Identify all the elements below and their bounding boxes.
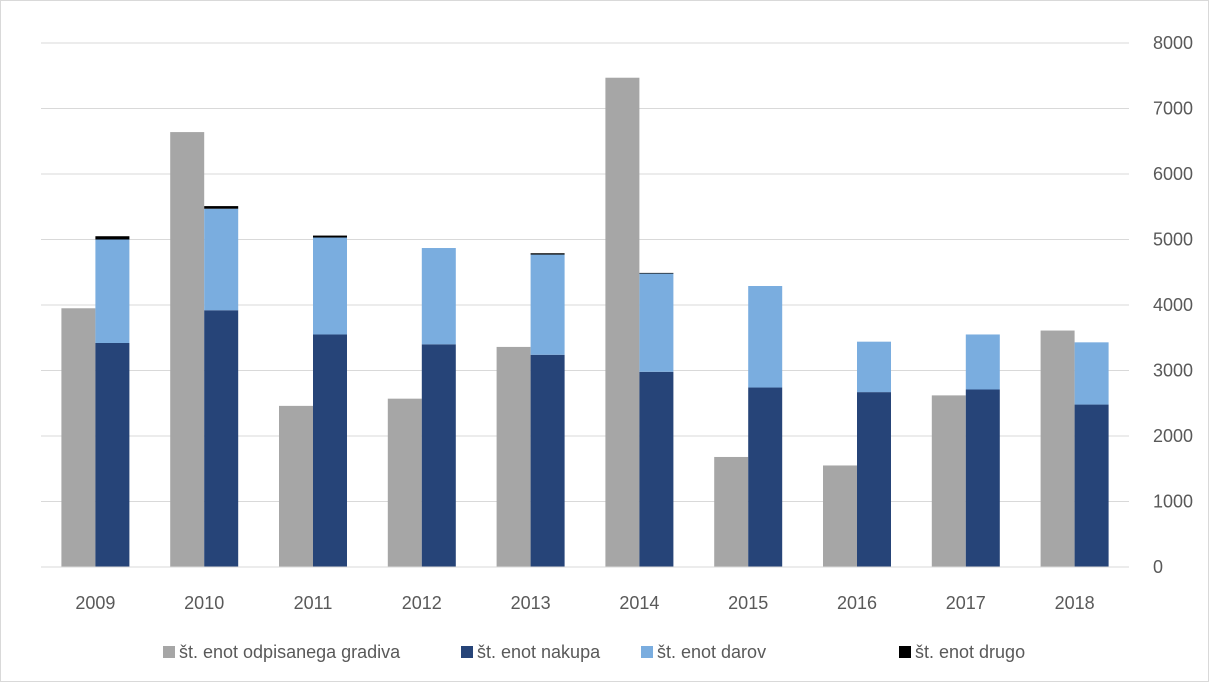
y-tick-label: 3000 (1153, 361, 1193, 381)
y-tick-label: 0 (1153, 557, 1163, 577)
bar--t-enot-odpisanega-gradiva-2016 (823, 465, 857, 567)
y-tick-label: 5000 (1153, 230, 1193, 250)
bar--t-enot-drugo-2011 (313, 235, 347, 238)
bar--t-enot-nakupa-2016 (857, 392, 891, 567)
bars (61, 77, 1109, 567)
bar--t-enot-nakupa-2013 (530, 354, 565, 567)
bar--t-enot-darov-2013 (530, 254, 565, 355)
y-tick-label: 4000 (1153, 295, 1193, 315)
x-tick-label: 2013 (511, 593, 551, 613)
bar--t-enot-drugo-2014 (639, 272, 674, 274)
legend-swatch (899, 646, 911, 658)
bar--t-enot-odpisanega-gradiva-2011 (279, 405, 313, 567)
x-tick-label: 2015 (728, 593, 768, 613)
bar--t-enot-drugo-2010 (204, 206, 239, 209)
legend-label: št. enot odpisanega gradiva (179, 642, 401, 662)
bar--t-enot-darov-2012 (421, 248, 456, 345)
bar--t-enot-darov-2017 (965, 334, 1000, 390)
bar--t-enot-darov-2011 (313, 237, 347, 335)
bar--t-enot-darov-2015 (748, 286, 783, 388)
y-tick-label: 1000 (1153, 492, 1193, 512)
legend-swatch (461, 646, 473, 658)
bar--t-enot-odpisanega-gradiva-2013 (496, 346, 531, 567)
bar--t-enot-darov-2018 (1074, 342, 1109, 405)
bar--t-enot-odpisanega-gradiva-2009 (61, 308, 96, 567)
bar--t-enot-odpisanega-gradiva-2010 (170, 132, 205, 567)
x-tick-label: 2016 (837, 593, 877, 613)
x-tick-label: 2010 (184, 593, 224, 613)
bar--t-enot-odpisanega-gradiva-2014 (605, 77, 640, 567)
bar--t-enot-nakupa-2011 (313, 334, 347, 567)
bar--t-enot-drugo-2013 (530, 253, 565, 255)
bar--t-enot-darov-2016 (857, 341, 891, 393)
y-tick-label: 7000 (1153, 99, 1193, 119)
x-tick-label: 2018 (1055, 593, 1095, 613)
legend-swatch (641, 646, 653, 658)
bar--t-enot-darov-2010 (204, 208, 239, 311)
legend: št. enot odpisanega gradiva št. enot naku… (163, 642, 1025, 662)
legend-swatch (163, 646, 175, 658)
bar--t-enot-darov-2014 (639, 273, 674, 372)
bar--t-enot-nakupa-2015 (748, 387, 783, 567)
bar--t-enot-odpisanega-gradiva-2017 (931, 395, 966, 567)
bar--t-enot-darov-2009 (95, 239, 130, 343)
legend-label: št. enot darov (657, 642, 766, 662)
bar--t-enot-nakupa-2017 (965, 389, 1000, 567)
bar--t-enot-nakupa-2018 (1074, 404, 1109, 567)
y-axis: 0 1000 2000 3000 4000 5000 6000 7000 8000 (1153, 33, 1193, 577)
y-tick-label: 2000 (1153, 426, 1193, 446)
bar--t-enot-odpisanega-gradiva-2018 (1040, 330, 1075, 567)
bar--t-enot-odpisanega-gradiva-2015 (714, 456, 749, 567)
legend-label: št. enot nakupa (477, 642, 601, 662)
x-tick-label: 2014 (619, 593, 659, 613)
legend-label: št. enot drugo (915, 642, 1025, 662)
bar--t-enot-odpisanega-gradiva-2012 (387, 398, 422, 567)
bar--t-enot-nakupa-2010 (204, 310, 239, 567)
y-tick-label: 6000 (1153, 164, 1193, 184)
y-tick-label: 8000 (1153, 33, 1193, 53)
x-tick-label: 2012 (402, 593, 442, 613)
bar--t-enot-drugo-2009 (95, 236, 130, 240)
bar--t-enot-nakupa-2009 (95, 342, 130, 567)
bar--t-enot-nakupa-2012 (421, 344, 456, 567)
x-tick-label: 2009 (75, 593, 115, 613)
x-tick-label: 2011 (294, 593, 333, 613)
bar--t-enot-nakupa-2014 (639, 371, 674, 567)
x-tick-label: 2017 (946, 593, 986, 613)
x-axis: 2009 2010 2011 2012 2013 2014 2015 2016 2017 2018 (41, 566, 1129, 613)
